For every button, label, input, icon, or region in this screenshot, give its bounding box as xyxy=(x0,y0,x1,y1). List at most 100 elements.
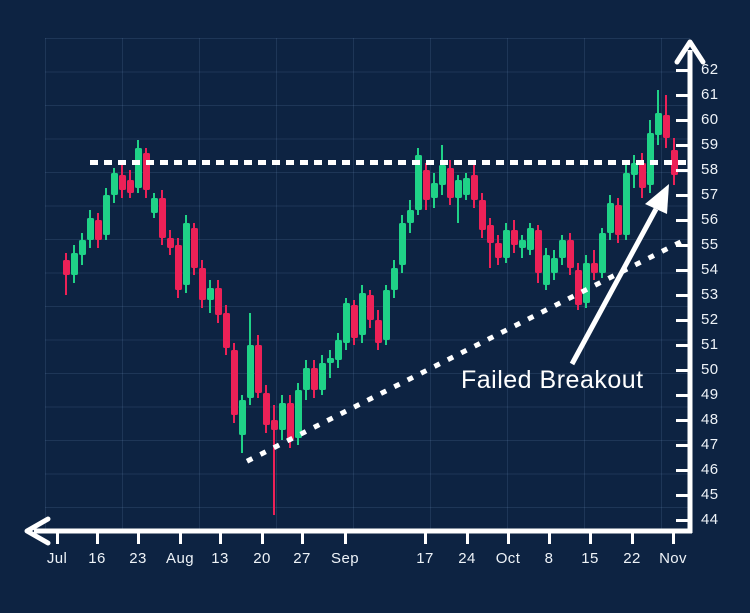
bullish-candle-body xyxy=(334,340,342,360)
bearish-candle-body xyxy=(446,167,454,198)
y-axis-label: 46 xyxy=(701,461,719,478)
y-axis-label: 49 xyxy=(701,386,719,403)
y-axis-tick xyxy=(676,218,689,222)
bullish-candle-body xyxy=(70,252,78,275)
bullish-candle-body xyxy=(398,222,406,265)
x-axis-label: 27 xyxy=(293,550,311,567)
bullish-candle-wick xyxy=(457,175,459,223)
y-axis-tick xyxy=(676,68,689,72)
bullish-candle-body xyxy=(102,195,110,235)
bearish-candle-body xyxy=(166,237,174,248)
x-axis-tick xyxy=(260,531,264,544)
x-axis-tick xyxy=(465,531,469,544)
y-axis-label: 47 xyxy=(701,436,719,453)
y-axis-label: 44 xyxy=(701,511,719,528)
bearish-candle-body xyxy=(118,175,126,190)
bullish-candle-body xyxy=(342,302,350,343)
x-axis-tick xyxy=(588,531,592,544)
x-axis-tick xyxy=(671,531,675,544)
bullish-candle-body xyxy=(278,402,286,430)
bearish-candle-body xyxy=(158,197,166,238)
bullish-candle-body xyxy=(78,240,86,255)
bearish-candle-body xyxy=(222,312,230,348)
bullish-candle-body xyxy=(542,255,550,285)
bullish-candle-body xyxy=(382,290,390,340)
bullish-candle-body xyxy=(302,367,310,390)
x-axis-label: 20 xyxy=(253,550,271,567)
bullish-candle-body xyxy=(150,197,158,213)
bullish-candle-body xyxy=(630,162,638,175)
bearish-candle-body xyxy=(198,267,206,300)
x-axis-label: 22 xyxy=(623,550,641,567)
x-axis-tick xyxy=(300,531,304,544)
bearish-candle-body xyxy=(494,242,502,258)
bearish-candle-body xyxy=(374,320,382,343)
bullish-candle-body xyxy=(406,210,414,223)
bearish-candle-body xyxy=(254,345,262,393)
bullish-candle-body xyxy=(134,147,142,188)
bullish-candle-body xyxy=(238,400,246,435)
bearish-candle-body xyxy=(486,225,494,243)
y-axis-tick xyxy=(676,343,689,347)
bearish-candle-body xyxy=(638,162,646,188)
bullish-candle-body xyxy=(318,362,326,390)
bullish-candle-body xyxy=(414,155,422,210)
bullish-candle-body xyxy=(86,217,94,240)
y-axis-label: 60 xyxy=(701,111,719,128)
y-axis-label: 59 xyxy=(701,136,719,153)
x-axis-tick xyxy=(343,531,347,544)
x-axis-tick xyxy=(547,531,551,544)
bearish-candle-body xyxy=(62,260,70,275)
x-axis-tick xyxy=(630,531,634,544)
x-axis-tick xyxy=(218,531,222,544)
y-axis-tick xyxy=(676,443,689,447)
bearish-candle-body xyxy=(142,152,150,190)
y-axis-tick xyxy=(676,518,689,522)
bearish-candle-body xyxy=(566,240,574,268)
y-axis-label: 55 xyxy=(701,236,719,253)
x-axis-tick xyxy=(95,531,99,544)
y-axis-label: 45 xyxy=(701,486,719,503)
y-axis-tick xyxy=(676,243,689,247)
bearish-candle-body xyxy=(534,230,542,273)
bearish-candle-body xyxy=(574,270,582,305)
y-axis-label: 50 xyxy=(701,361,719,378)
bearish-candle-body xyxy=(190,227,198,268)
y-axis-label: 58 xyxy=(701,161,719,178)
bullish-candle-body xyxy=(646,132,654,185)
bearish-candle-body xyxy=(590,262,598,273)
bullish-candle-body xyxy=(622,172,630,235)
bullish-candle-body xyxy=(502,230,510,258)
y-axis-label: 48 xyxy=(701,411,719,428)
bullish-candle-body xyxy=(598,232,606,273)
x-axis-label: Aug xyxy=(166,550,194,567)
bullish-candle-body xyxy=(558,240,566,258)
y-axis-label: 61 xyxy=(701,86,719,103)
bullish-candle-wick xyxy=(329,350,331,378)
x-axis-label: 24 xyxy=(458,550,476,567)
bearish-candle-body xyxy=(174,245,182,290)
y-axis-tick xyxy=(676,168,689,172)
bullish-candle-body xyxy=(294,390,302,438)
bearish-candle-body xyxy=(510,230,518,245)
bearish-candle-body xyxy=(262,392,270,425)
bullish-candle-body xyxy=(110,172,118,195)
x-axis-label: 8 xyxy=(544,550,554,567)
bullish-candle-body xyxy=(390,267,398,290)
bullish-candle-body xyxy=(438,165,446,185)
bearish-candle-body xyxy=(230,350,238,415)
x-axis-label: 15 xyxy=(581,550,599,567)
y-axis-label: 53 xyxy=(701,286,719,303)
bullish-candle-body xyxy=(326,357,334,363)
bullish-candle-body xyxy=(454,180,462,198)
y-axis-label: 62 xyxy=(701,61,719,78)
y-axis-tick xyxy=(676,418,689,422)
x-axis-label: 23 xyxy=(129,550,147,567)
y-axis-tick xyxy=(676,118,689,122)
x-axis-label: Nov xyxy=(659,550,687,567)
y-axis-tick xyxy=(676,143,689,147)
bearish-candle-body xyxy=(310,367,318,390)
bullish-candle-body xyxy=(550,257,558,273)
